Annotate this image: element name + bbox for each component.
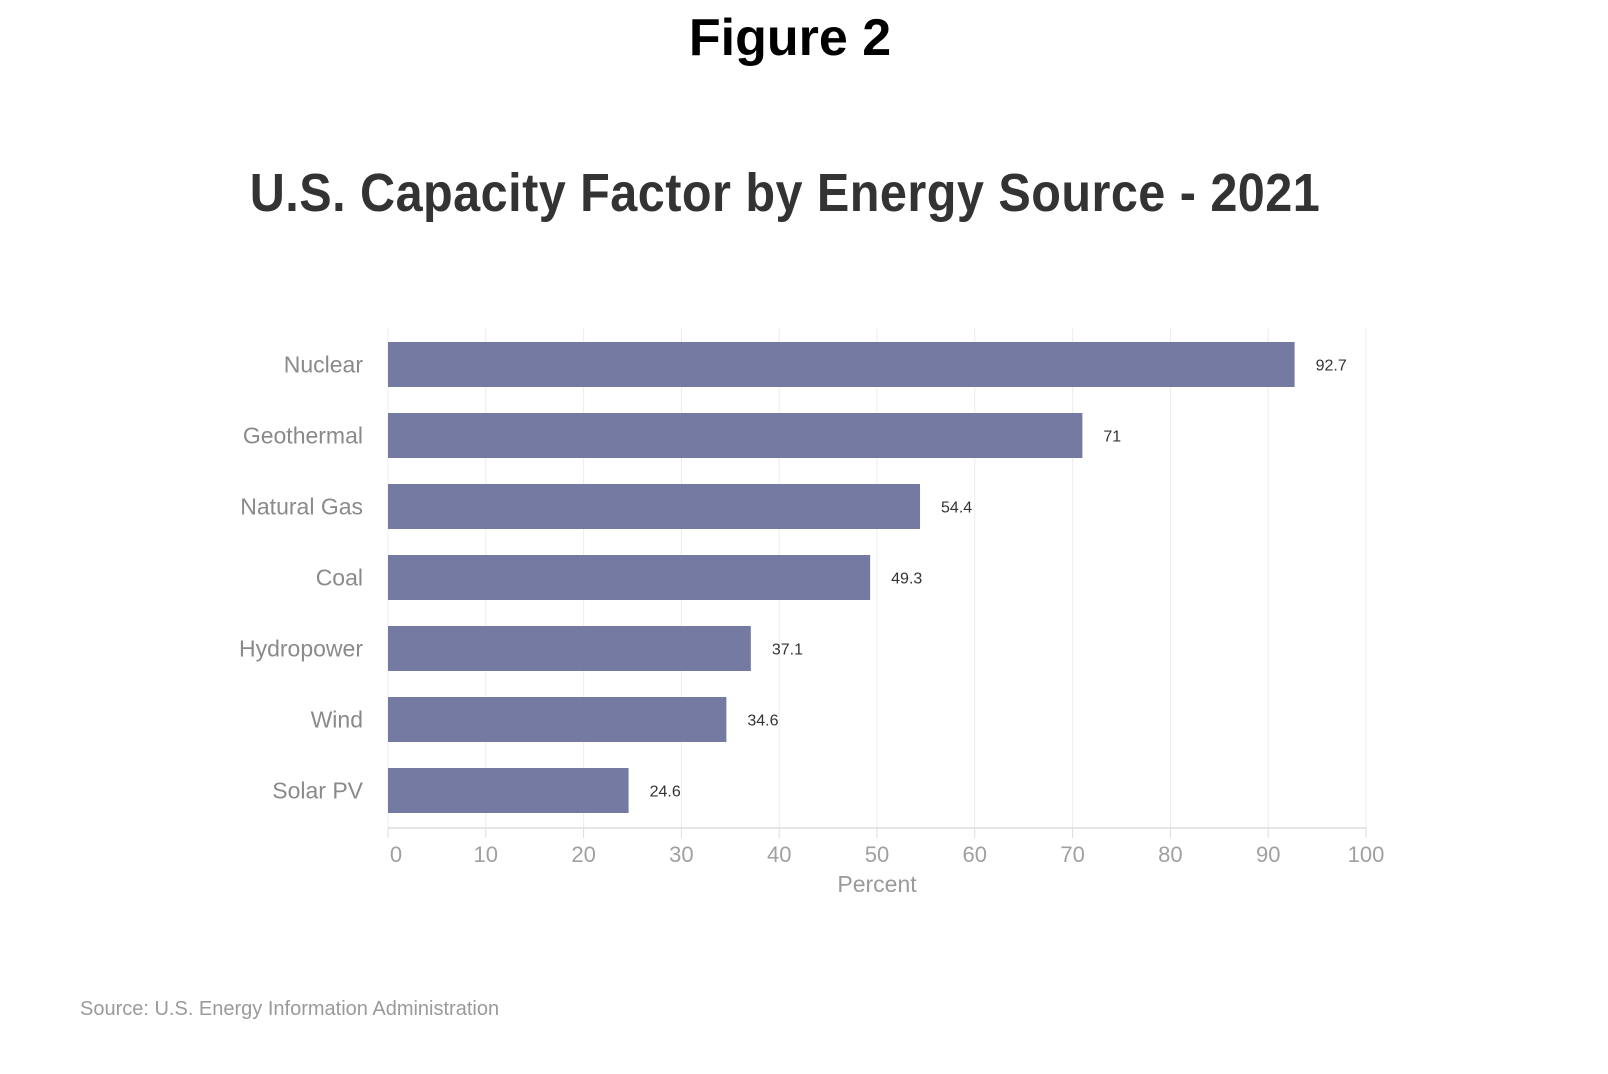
- bar: [388, 697, 727, 742]
- source-note: Source: U.S. Energy Information Administ…: [80, 998, 500, 1020]
- category-label: Solar PV: [272, 778, 363, 804]
- x-tick-label: 80: [1158, 842, 1182, 867]
- x-tick-label: 30: [669, 842, 693, 867]
- value-labels: 92.7 71 54.4 49.3 37.1 34.6 24.6: [650, 358, 1347, 801]
- bar: [388, 484, 921, 529]
- category-labels: Nuclear Geothermal Natural Gas Coal Hydropow…: [239, 352, 364, 804]
- x-axis-ticks: 0 10 20 30 40 50 60 70 80 90 100: [387, 827, 1385, 867]
- value-label: 54.4: [941, 500, 972, 517]
- category-label: Coal: [316, 565, 363, 591]
- bar: [388, 555, 871, 600]
- category-label: Geothermal: [243, 423, 363, 449]
- value-label: 34.6: [747, 713, 778, 730]
- value-label: 49.3: [891, 571, 922, 588]
- x-tick-label: 50: [865, 842, 889, 867]
- gridlines: [387, 328, 1367, 828]
- bars: [388, 342, 1295, 813]
- x-tick-label: 100: [1348, 842, 1385, 867]
- bar: [388, 768, 629, 813]
- x-tick-label: 40: [767, 842, 791, 867]
- chart-title: U.S. Capacity Factor by Energy Source - …: [249, 163, 1321, 223]
- category-label: Hydropower: [239, 636, 363, 662]
- category-label: Natural Gas: [240, 494, 363, 520]
- x-tick-label: 70: [1060, 842, 1084, 867]
- category-label: Wind: [311, 707, 363, 733]
- x-axis-title: Percent: [837, 871, 917, 897]
- bar: [388, 413, 1083, 458]
- value-label: 92.7: [1316, 358, 1347, 375]
- x-tick-label: 90: [1256, 842, 1280, 867]
- figure-label: Figure 2: [688, 9, 892, 67]
- value-label: 37.1: [772, 642, 803, 659]
- x-tick-label: 10: [474, 842, 498, 867]
- x-tick-label: 0: [390, 842, 402, 867]
- bar: [388, 342, 1295, 387]
- bar: [388, 626, 751, 671]
- x-tick-label: 60: [963, 842, 987, 867]
- value-label: 24.6: [650, 784, 681, 801]
- category-label: Nuclear: [284, 352, 364, 378]
- x-tick-label: 20: [571, 842, 595, 867]
- value-label: 71: [1103, 429, 1121, 446]
